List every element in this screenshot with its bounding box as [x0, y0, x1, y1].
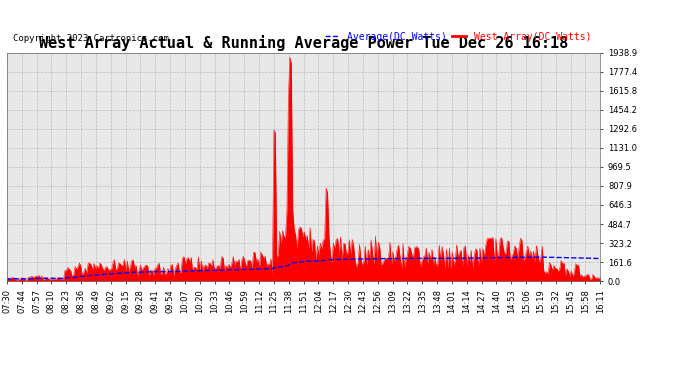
Legend: Average(DC Watts), West Array(DC Watts): Average(DC Watts), West Array(DC Watts) [321, 28, 595, 45]
Text: Copyright 2023 Cartronics.com: Copyright 2023 Cartronics.com [13, 34, 169, 44]
Title: West Array Actual & Running Average Power Tue Dec 26 16:18: West Array Actual & Running Average Powe… [39, 35, 569, 51]
